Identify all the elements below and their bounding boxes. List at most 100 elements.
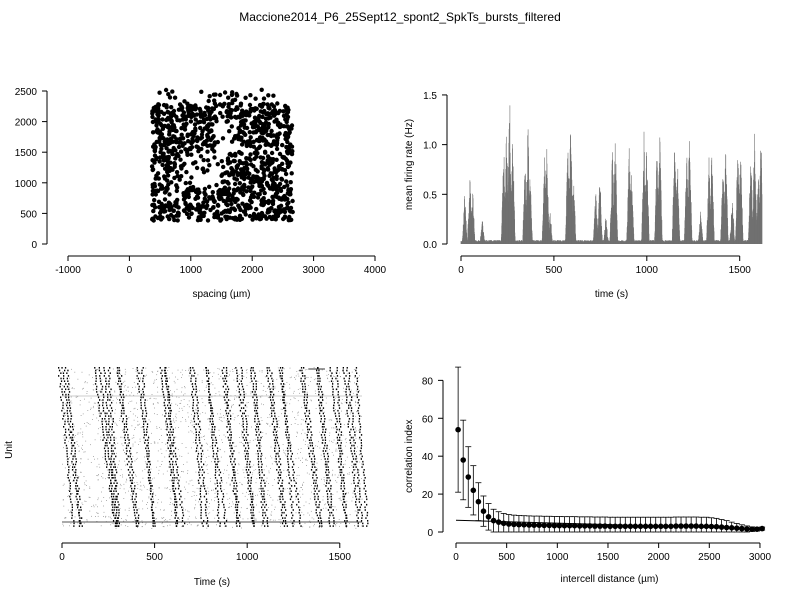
raster-spike (344, 463, 346, 465)
raster-spike (97, 506, 98, 508)
raster-spike (112, 394, 114, 396)
raster-spike (162, 522, 163, 524)
raster-spike (267, 493, 268, 495)
raster-spike (242, 518, 244, 520)
raster-spike (87, 458, 89, 460)
raster-spike (165, 424, 166, 426)
burst-spike (100, 372, 102, 374)
scatter-point (265, 166, 270, 171)
raster-spike (195, 518, 197, 519)
burst-spike (104, 415, 107, 417)
raster-spike (97, 405, 99, 407)
raster-spike (357, 377, 359, 378)
burst-spike (95, 372, 97, 374)
raster-spike (329, 504, 331, 506)
scatter-point (214, 210, 219, 215)
raster-spike (97, 433, 99, 435)
burst-spike (66, 372, 68, 374)
raster-spike (226, 493, 228, 495)
scatter-point (199, 89, 204, 95)
raster-spike (267, 423, 269, 424)
raster-spike (120, 524, 122, 526)
raster-spike (194, 491, 196, 493)
raster-spike (190, 430, 192, 432)
y-tick-label: 2000 (15, 118, 38, 129)
scatter-point (229, 153, 234, 158)
scatter-point (157, 205, 162, 210)
raster-spike (80, 458, 82, 460)
raster-spike (121, 443, 123, 445)
raster-spike (135, 369, 137, 370)
raster-spike (337, 388, 339, 390)
raster-spike (195, 408, 197, 410)
raster-spike (118, 464, 119, 466)
raster-spike (336, 523, 338, 524)
raster-spike (96, 512, 98, 514)
raster-spike (225, 414, 227, 416)
raster-spike (166, 384, 168, 386)
raster-spike (337, 404, 339, 406)
raster-spike (70, 476, 72, 478)
raster-spike (305, 501, 307, 503)
raster-spike (214, 492, 216, 494)
raster-spike (326, 450, 328, 452)
burst-spike (103, 375, 105, 377)
raster-spike (156, 428, 158, 429)
raster-spike (107, 398, 109, 400)
raster-spike (129, 439, 131, 441)
scatter-point (161, 208, 166, 213)
raster-spike (189, 480, 191, 482)
raster-spike (115, 443, 116, 445)
raster-spike (259, 370, 261, 372)
raster-spike (153, 498, 154, 500)
burst-spike (68, 401, 71, 404)
raster-spike (296, 474, 298, 476)
raster-spike (183, 394, 184, 396)
raster-spike (80, 471, 82, 473)
raster-spike (283, 368, 285, 370)
raster-spike (166, 487, 168, 488)
scatter-point (162, 142, 167, 148)
scatter-point (280, 161, 285, 166)
raster-spike (71, 387, 73, 389)
raster-spike (100, 525, 102, 527)
raster-spike (171, 372, 173, 374)
scatter-point (228, 172, 233, 177)
raster-spike (241, 527, 242, 529)
raster-spike (214, 517, 216, 519)
raster-spike (112, 502, 114, 504)
raster-spike (127, 526, 129, 527)
raster-spike (155, 518, 157, 520)
raster-spike (287, 471, 289, 473)
raster-spike (245, 438, 247, 440)
burst-spike (63, 412, 65, 415)
burst-spike (105, 420, 107, 423)
raster-spike (221, 421, 223, 422)
raster-spike (343, 391, 345, 392)
raster-spike (202, 449, 204, 451)
raster-spike (197, 524, 198, 526)
raster-spike (145, 462, 147, 464)
raster-spike (177, 378, 179, 380)
scatter-point (183, 201, 188, 207)
raster-spike (317, 486, 319, 488)
raster-spike (122, 474, 123, 476)
raster-spike (69, 425, 71, 426)
raster-spike (176, 396, 178, 398)
raster-spike (284, 384, 286, 385)
raster-spike (261, 371, 263, 373)
raster-spike (263, 385, 265, 387)
raster-spike (241, 432, 243, 434)
raster-spike (162, 518, 164, 519)
raster-spike (169, 444, 171, 445)
raster-spike (193, 433, 195, 435)
raster-spike (76, 479, 78, 480)
raster-spike (92, 419, 93, 420)
raster-spike (246, 433, 248, 435)
raster-spike (139, 441, 141, 442)
raster-spike (255, 425, 256, 426)
raster-spike (178, 411, 180, 412)
scatter-point (150, 119, 156, 125)
raster-spike (217, 413, 218, 415)
burst-spike (66, 409, 68, 412)
